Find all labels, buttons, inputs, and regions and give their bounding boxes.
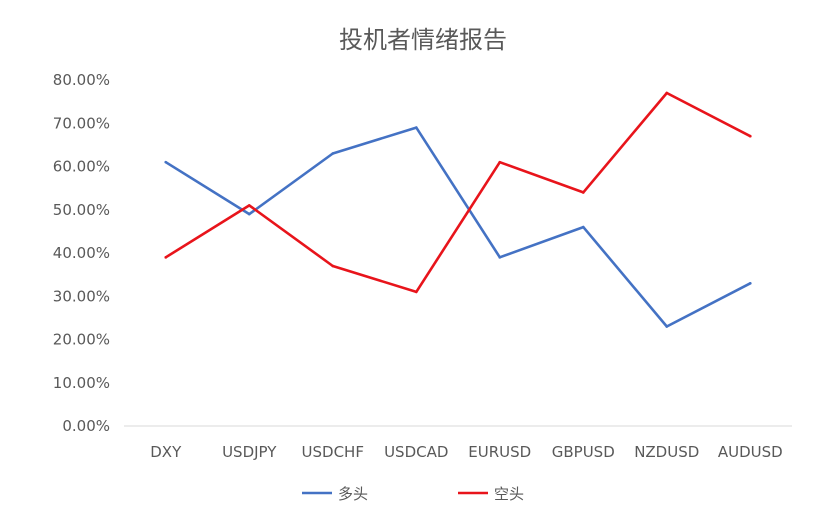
data-point xyxy=(498,256,502,259)
data-point xyxy=(414,290,418,294)
x-tick-label: EURUSD xyxy=(468,443,531,461)
data-point xyxy=(581,225,585,229)
data-point xyxy=(414,126,418,129)
data-point xyxy=(581,191,585,194)
y-tick-label: 30.00% xyxy=(53,287,110,305)
y-tick-label: 20.00% xyxy=(53,331,110,349)
data-point xyxy=(247,204,251,207)
y-tick-label: 60.00% xyxy=(53,158,110,176)
chart-title: 投机者情绪报告 xyxy=(339,26,507,54)
data-point xyxy=(164,160,168,164)
legend-label: 多头 xyxy=(338,485,368,503)
data-point xyxy=(331,152,335,155)
x-tick-label: USDCHF xyxy=(302,443,364,461)
data-point xyxy=(331,264,335,268)
x-tick-label: GBPUSD xyxy=(552,443,615,461)
data-point xyxy=(164,256,168,259)
x-tick-label: DXY xyxy=(150,443,182,461)
x-tick-label: NZDUSD xyxy=(634,443,699,461)
data-point xyxy=(665,325,669,328)
series-lines xyxy=(164,91,752,328)
y-tick-label: 50.00% xyxy=(53,201,110,219)
y-tick-label: 40.00% xyxy=(53,244,110,262)
y-tick-label: 0.00% xyxy=(62,417,110,435)
series-line-1 xyxy=(164,91,752,294)
y-tick-label: 70.00% xyxy=(53,114,110,132)
data-point xyxy=(748,281,752,285)
y-axis-ticks: 0.00% 10.00% 20.00% 30.00% 40.00% 50.00% 60.00… xyxy=(53,71,110,435)
y-tick-label: 10.00% xyxy=(53,374,110,392)
data-point xyxy=(665,91,669,95)
data-point xyxy=(498,160,502,164)
data-point xyxy=(247,212,251,216)
legend: 多头 空头 xyxy=(302,485,524,503)
x-tick-label: USDJPY xyxy=(222,443,277,461)
series-line-0 xyxy=(164,126,752,328)
x-axis-ticks: DXY USDJPY USDCHF USDCAD EURUSD GBPUSD NZDUSD A… xyxy=(150,443,782,461)
x-tick-label: USDCAD xyxy=(384,443,448,461)
legend-label: 空头 xyxy=(494,485,524,503)
x-tick-label: AUDUSD xyxy=(718,443,783,461)
data-point xyxy=(748,134,752,138)
y-tick-label: 80.00% xyxy=(53,71,110,89)
